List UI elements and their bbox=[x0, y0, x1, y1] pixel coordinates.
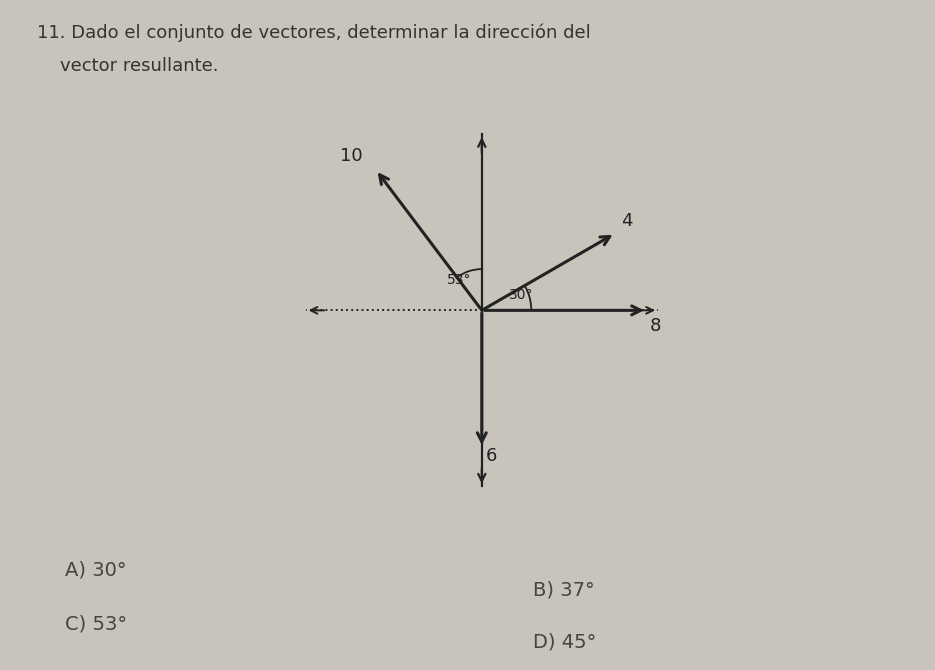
Text: 30°: 30° bbox=[510, 288, 534, 302]
Text: 4: 4 bbox=[622, 212, 633, 230]
Text: 53°: 53° bbox=[446, 273, 471, 287]
Text: 6: 6 bbox=[486, 447, 497, 465]
Text: vector resullante.: vector resullante. bbox=[37, 57, 219, 75]
Text: D) 45°: D) 45° bbox=[533, 632, 597, 651]
Text: 10: 10 bbox=[339, 147, 363, 165]
Text: B) 37°: B) 37° bbox=[533, 581, 595, 600]
Text: A) 30°: A) 30° bbox=[65, 561, 127, 580]
Text: 11. Dado el conjunto de vectores, determinar la dirección del: 11. Dado el conjunto de vectores, determ… bbox=[37, 23, 591, 42]
Text: C) 53°: C) 53° bbox=[65, 614, 127, 633]
Text: 8: 8 bbox=[650, 317, 661, 335]
